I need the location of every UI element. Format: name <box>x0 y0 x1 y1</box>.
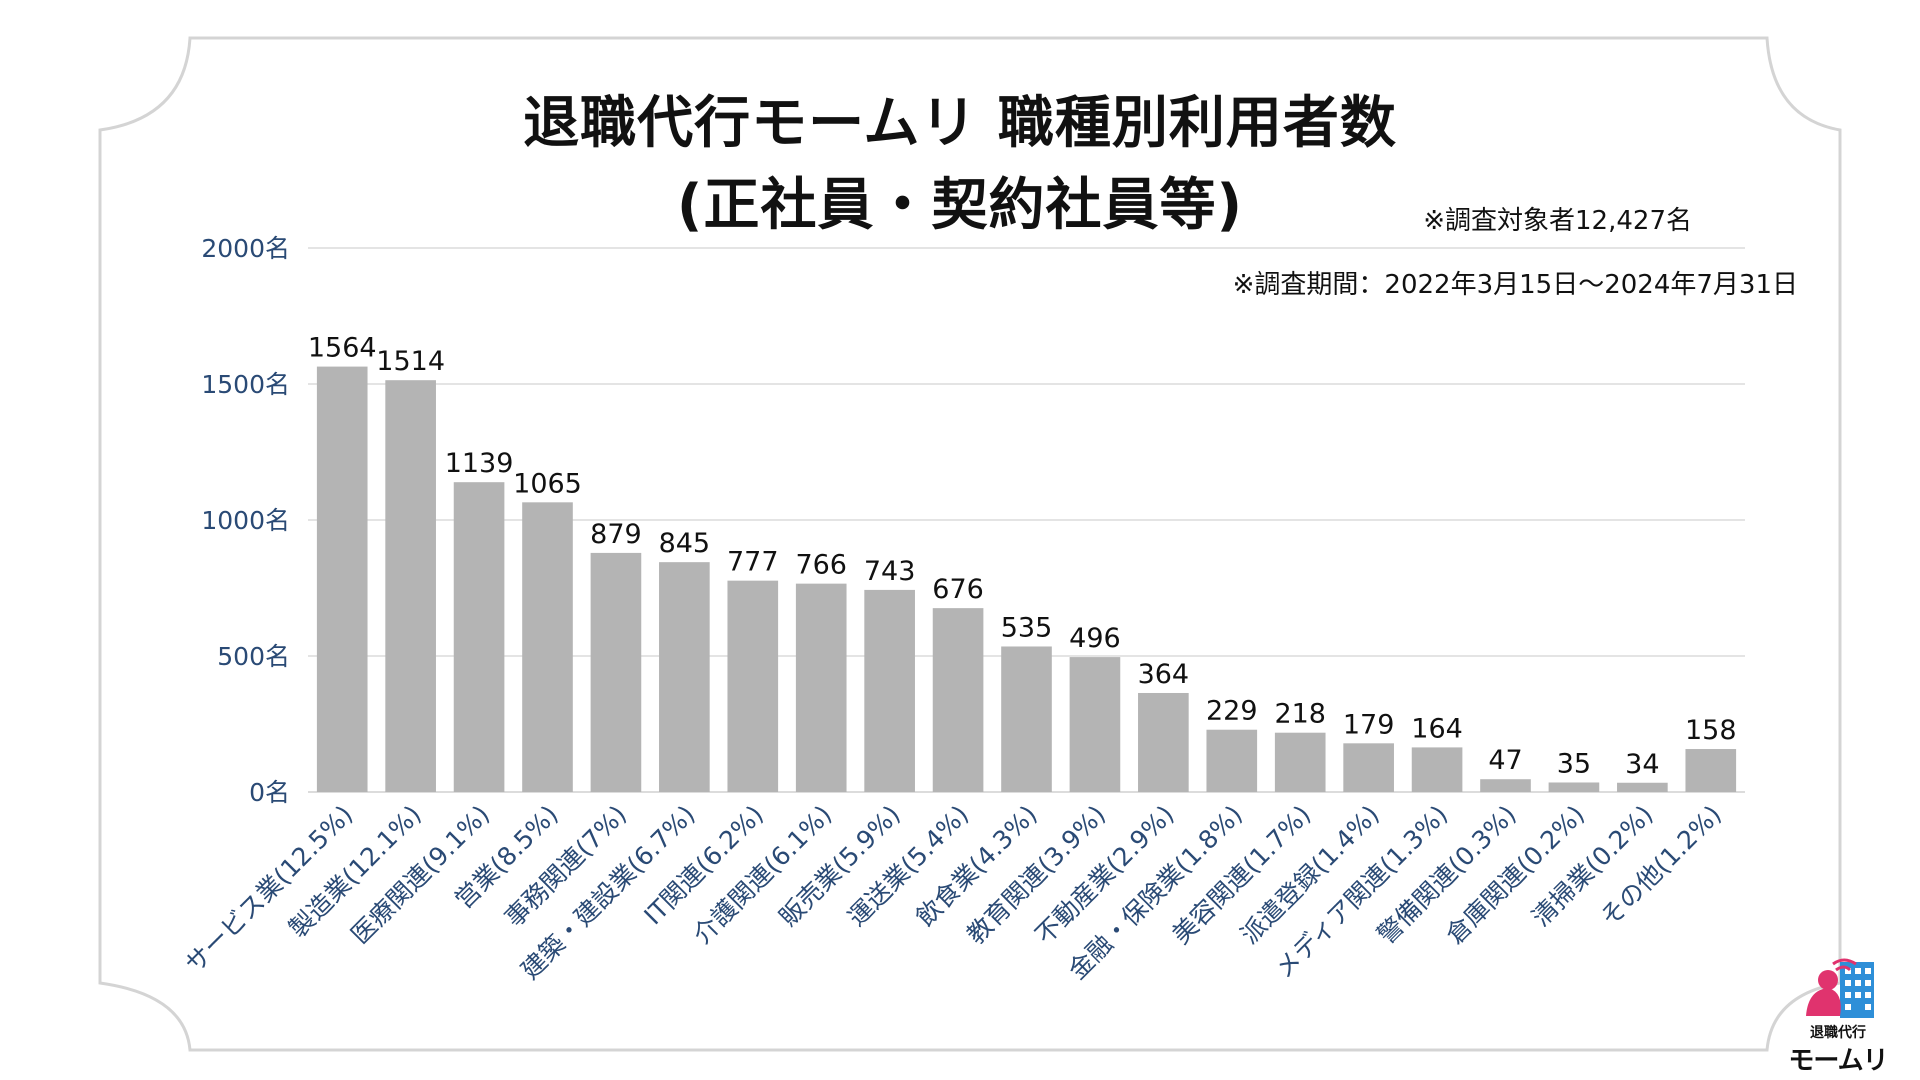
x-category-label: 運送業(5.4%) <box>842 800 974 932</box>
bar <box>1138 692 1189 792</box>
y-tick-label: 0名 <box>249 778 290 807</box>
bar <box>727 580 779 792</box>
bar <box>1548 782 1600 792</box>
bar-value-label: 47 <box>1488 745 1522 776</box>
bar-value-label: 179 <box>1343 709 1395 740</box>
bar-value-label: 164 <box>1411 713 1463 744</box>
bar <box>1001 646 1052 792</box>
y-tick-label: 500名 <box>217 642 290 671</box>
bar-value-label: 229 <box>1206 696 1258 727</box>
bar-value-label: 766 <box>795 550 847 581</box>
bar <box>590 552 642 792</box>
bar <box>932 608 984 792</box>
bar-value-label: 218 <box>1274 699 1326 730</box>
y-tick-label: 2000名 <box>201 234 290 263</box>
chart-title-line2: (正社員・契約社員等) <box>676 173 1244 238</box>
bar-value-label: 1065 <box>513 468 582 499</box>
bar <box>1274 732 1326 792</box>
bar-value-label: 158 <box>1685 715 1737 746</box>
y-tick-label: 1500名 <box>201 370 290 399</box>
bar-value-label: 1564 <box>308 333 377 364</box>
x-category-label: IT関連(6.2%) <box>638 800 769 931</box>
logo-text-top: 退職代行 <box>1810 1025 1866 1041</box>
bar <box>385 380 436 792</box>
x-category-label: 清掃業(0.2%) <box>1526 800 1658 932</box>
bar <box>453 482 505 792</box>
chart-title-line1: 退職代行モームリ 職種別利用者数 <box>523 91 1397 156</box>
x-axis-categories: サービス業(12.5%)製造業(12.1%)医療関連(9.1%)営業(8.5%)… <box>180 800 1727 985</box>
bar <box>795 583 847 792</box>
bar <box>522 502 573 792</box>
bar <box>1480 779 1531 792</box>
x-category-label: 販売業(5.9%) <box>774 800 906 932</box>
bar <box>1685 749 1737 792</box>
logo-mascot-icon <box>1806 958 1874 1018</box>
bar-value-label: 34 <box>1625 749 1659 780</box>
bar-value-label: 535 <box>1001 612 1053 643</box>
survey-period-note: ※調査期間：2022年3月15日〜2024年7月31日 <box>1232 270 1798 300</box>
bar <box>1617 782 1668 792</box>
bar-value-label: 879 <box>590 519 642 550</box>
y-tick-label: 1000名 <box>201 506 290 535</box>
bar-value-label: 1139 <box>445 448 514 479</box>
respondents-note: ※調査対象者12,427名 <box>1423 206 1692 236</box>
bar <box>1206 729 1258 792</box>
bar-value-label: 743 <box>864 556 916 587</box>
bar <box>864 589 915 792</box>
bar <box>659 562 710 792</box>
bar-value-label: 777 <box>727 547 779 578</box>
bar-value-label: 364 <box>1138 659 1190 690</box>
bar <box>1069 657 1121 792</box>
bar-value-label: 845 <box>659 528 711 559</box>
bars <box>316 366 1737 792</box>
bar <box>1343 743 1394 792</box>
x-category-label: 飲食業(4.3%) <box>910 800 1042 932</box>
bar <box>316 366 368 792</box>
bar-value-label: 676 <box>932 574 984 605</box>
x-category-label: その他(1.2%) <box>1595 800 1727 932</box>
bar <box>1411 747 1463 792</box>
bar-value-label: 1514 <box>376 346 445 377</box>
bar-value-label: 496 <box>1069 623 1121 654</box>
bar-value-label: 35 <box>1557 748 1591 779</box>
y-axis-ticks: 0名 500名 1000名 1500名 2000名 <box>201 234 290 807</box>
logo-text-bottom: モームリ <box>1788 1046 1888 1076</box>
brand-logo: 退職代行 モームリ <box>1778 958 1898 1078</box>
